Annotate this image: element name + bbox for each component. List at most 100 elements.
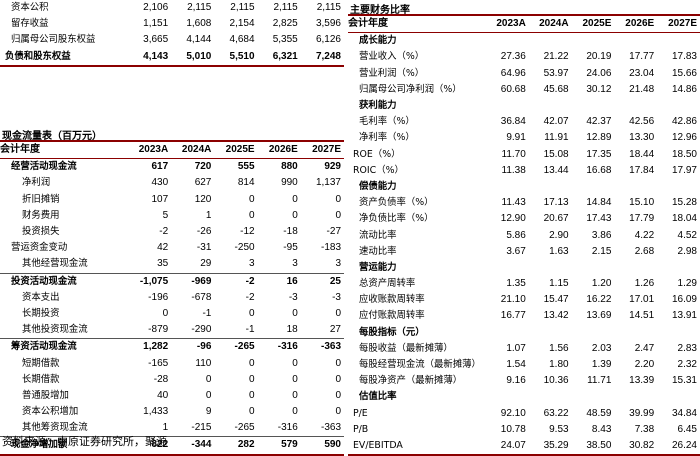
year-header: 2027E <box>657 14 700 34</box>
cell-value: -969 <box>171 272 215 290</box>
cell-value: 17.43 <box>586 213 612 225</box>
empty-cell <box>486 325 529 341</box>
cell-value: 0 <box>292 193 298 205</box>
cell-value: 5,010 <box>171 48 215 67</box>
cell-value: 929 <box>324 161 341 173</box>
cell-value: 0 <box>335 193 341 205</box>
cell-value: 2,115 <box>316 2 341 14</box>
cell-value: 13.91 <box>671 310 697 322</box>
empty-cell <box>529 98 572 114</box>
cell-value: 107 <box>151 193 169 205</box>
cell-value: 990 <box>281 177 298 189</box>
cell-value: -2 <box>245 291 255 303</box>
empty-cell <box>614 179 657 195</box>
cell-value: 4.52 <box>677 229 697 241</box>
cell-value: 27.36 <box>500 51 526 63</box>
cell-value: 15.28 <box>671 197 697 209</box>
cell-value: 17.83 <box>671 51 697 63</box>
cell-value: 2,115 <box>230 2 255 14</box>
cell-value: 1.07 <box>506 342 526 354</box>
empty-cell <box>486 179 529 195</box>
table-row: P/B 10.78 9.53 8.43 7.38 6.45 <box>348 422 700 438</box>
row-label: 留存收益 <box>11 18 49 30</box>
cell-value: 2.03 <box>591 342 612 354</box>
table-row: 资本公积 2,106 2,115 2,115 2,115 2,115 <box>0 0 344 16</box>
empty-cell <box>657 179 700 195</box>
table-row: 长期借款 -28 0 0 0 0 <box>0 372 344 388</box>
cell-value: 12.90 <box>500 213 526 225</box>
ratios-panel: 会计年度 2023A 2024A 2025E 2026E 2027E 成长能力 营业收入（%）… <box>348 14 700 456</box>
cell-value: 1.63 <box>549 245 569 257</box>
empty-cell <box>614 389 657 405</box>
cell-value: 4,143 <box>128 48 172 67</box>
cell-value: -316 <box>257 338 301 356</box>
cell-value: 13.42 <box>543 310 569 322</box>
cell-value: 1,151 <box>143 18 169 30</box>
cell-value: 1.80 <box>549 359 569 371</box>
cell-value: 2,106 <box>143 2 169 14</box>
cell-value: -2 <box>214 272 258 290</box>
cell-value: 42 <box>157 242 169 254</box>
cell-value: 2.98 <box>677 245 697 257</box>
cell-value: 0 <box>292 373 298 385</box>
cell-value: 2,825 <box>272 18 298 30</box>
empty-cell <box>572 179 615 195</box>
empty-cell <box>486 98 529 114</box>
header-row: 会计年度 2023A 2024A 2025E 2026E 2027E <box>0 140 344 160</box>
cell-value: -28 <box>153 373 169 385</box>
cell-value: -3 <box>332 291 341 303</box>
cell-value: 1.35 <box>506 278 526 290</box>
cell-value: 5,510 <box>214 48 258 67</box>
cell-value: 14.84 <box>586 197 612 209</box>
cell-value: 0 <box>335 307 341 319</box>
cell-value: 16.68 <box>586 164 612 176</box>
cell-value: 24.06 <box>586 67 612 79</box>
cell-value: 282 <box>214 436 258 456</box>
cell-value: 0 <box>249 209 255 221</box>
empty-cell <box>614 98 657 114</box>
table-row: 净负债比率（%） 12.90 20.67 17.43 17.79 18.04 <box>348 211 700 227</box>
cell-value: 64.96 <box>500 67 526 79</box>
cell-value: -678 <box>191 291 212 303</box>
table-row: ROIC（%） 11.38 13.44 16.68 17.84 17.97 <box>348 163 700 179</box>
cell-value: 1.26 <box>634 278 655 290</box>
cell-value: -363 <box>320 422 341 434</box>
cell-value: 18 <box>286 324 298 336</box>
row-label: 资本公积 <box>11 2 49 14</box>
cell-value: 7,248 <box>300 48 344 67</box>
cell-value: 63.22 <box>543 407 569 419</box>
cell-value: 2.32 <box>677 359 697 371</box>
row-label: EV/EBITDA <box>348 437 486 456</box>
cell-value: 5 <box>162 209 169 221</box>
empty-cell <box>614 260 657 276</box>
cell-value: 0 <box>249 193 255 205</box>
cell-value: 11.71 <box>587 375 612 387</box>
cell-value: 0 <box>205 389 212 401</box>
cell-value: -1,075 <box>128 272 172 290</box>
row-label: 总资产周转率 <box>359 278 416 290</box>
cell-value: -265 <box>214 338 258 356</box>
cell-value: 1 <box>162 422 169 434</box>
cell-value: 3.86 <box>591 229 612 241</box>
header-label: 会计年度 <box>0 140 128 160</box>
cell-value: 3 <box>292 258 298 270</box>
cell-value: 617 <box>151 161 169 173</box>
cell-value: 6.45 <box>677 423 697 435</box>
table-row: 应收账款周转率 21.10 15.47 16.22 17.01 16.09 <box>348 292 700 308</box>
cell-value: -3 <box>288 291 298 303</box>
cell-value: 13.69 <box>586 310 612 322</box>
row-label: 净利润 <box>22 177 51 189</box>
table-row: 经营活动现金流 617 720 555 880 929 <box>0 159 344 176</box>
table-row: 应付账款周转率 16.77 13.42 13.69 14.51 13.91 <box>348 308 700 324</box>
empty-cell <box>657 389 700 405</box>
cell-value: 27 <box>329 324 341 336</box>
empty-cell <box>486 389 529 405</box>
table-row: 长期投资 0 -1 0 0 0 <box>0 306 344 322</box>
cell-value: 30.82 <box>614 437 658 456</box>
cashflow-title: 现金流量表（百万元） <box>2 131 102 142</box>
cell-value: 0 <box>335 209 341 221</box>
cell-value: 14.51 <box>629 310 655 322</box>
cell-value: -18 <box>283 226 298 238</box>
cell-value: 1.56 <box>549 342 569 354</box>
table-row: 投资活动现金流 -1,075 -969 -2 16 25 <box>0 272 344 290</box>
